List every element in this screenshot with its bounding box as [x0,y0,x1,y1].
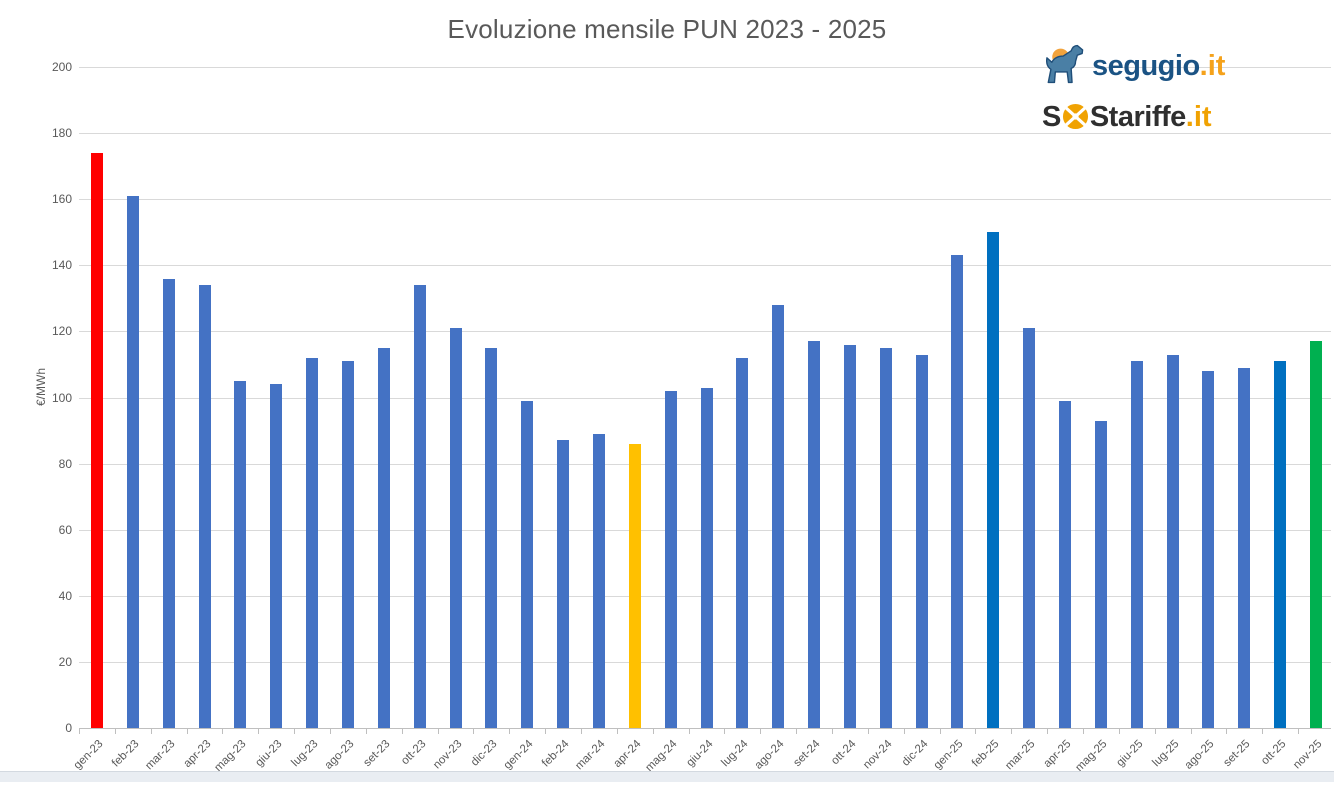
x-axis-tick [330,729,331,734]
bar-ago-23 [342,361,354,728]
x-axis-tick [1155,729,1156,734]
x-axis-tick [1191,729,1192,734]
y-tick-label: 180 [32,126,72,140]
x-axis-tick [366,729,367,734]
segugio-dog-icon [1042,42,1088,91]
bar-gen-25 [951,255,963,728]
bar-nov-23 [450,328,462,728]
bar-dic-23 [485,348,497,728]
x-axis-tick [617,729,618,734]
gridline-140 [79,265,1331,266]
bar-set-23 [378,348,390,728]
x-axis-tick [438,729,439,734]
sostariffe-logo: S Stariffe.it [1042,101,1282,134]
x-axis-tick [187,729,188,734]
x-axis-tick [222,729,223,734]
y-tick-label: 160 [32,192,72,206]
bar-ott-25 [1274,361,1286,728]
x-axis-line [79,728,1331,729]
bar-set-24 [808,341,820,728]
bar-gen-23 [91,153,103,728]
gridline-120 [79,331,1331,332]
segugio-logo: segugio.it [1042,42,1282,91]
sostariffe-s: S [1042,101,1061,134]
x-axis-tick [940,729,941,734]
logos: segugio.it S Stariffe.it [1042,42,1282,144]
bar-lug-25 [1167,355,1179,728]
bar-feb-23 [127,196,139,728]
x-axis-tick [294,729,295,734]
x-axis-tick [402,729,403,734]
bar-mar-24 [593,434,605,728]
bar-apr-25 [1059,401,1071,728]
x-axis-tick [975,729,976,734]
bar-mar-23 [163,279,175,728]
bar-giu-23 [270,384,282,728]
x-axis-tick [1298,729,1299,734]
x-axis-tick [151,729,152,734]
bar-gen-24 [521,401,533,728]
x-axis-tick [79,729,80,734]
x-axis-tick [115,729,116,734]
bar-nov-25 [1310,341,1322,728]
x-axis-tick [904,729,905,734]
bar-ott-23 [414,285,426,728]
bar-giu-25 [1131,361,1143,728]
bar-lug-24 [736,358,748,728]
bar-lug-23 [306,358,318,728]
bar-ott-24 [844,345,856,728]
x-axis-tick [545,729,546,734]
bar-feb-25 [987,232,999,728]
bottom-strip [0,771,1334,782]
bar-ago-24 [772,305,784,728]
bar-apr-24 [629,444,641,728]
bar-mar-25 [1023,328,1035,728]
bar-mag-25 [1095,421,1107,728]
x-axis-tick [760,729,761,734]
x-axis-tick [724,729,725,734]
x-axis-tick [258,729,259,734]
bar-mag-23 [234,381,246,728]
x-axis-tick [1047,729,1048,734]
x-axis-tick [653,729,654,734]
x-axis-tick [1083,729,1084,734]
bar-set-25 [1238,368,1250,728]
x-axis-tick [1226,729,1227,734]
bar-dic-24 [916,355,928,728]
gridline-160 [79,199,1331,200]
y-tick-label: 20 [32,655,72,669]
bar-ago-25 [1202,371,1214,728]
y-tick-label: 80 [32,457,72,471]
bar-feb-24 [557,440,569,728]
x-axis-tick [1119,729,1120,734]
x-axis-tick [473,729,474,734]
sostariffe-wordmark: Stariffe [1090,101,1186,134]
sostariffe-o-icon [1062,103,1089,133]
x-axis-tick [832,729,833,734]
segugio-tld: .it [1200,50,1226,83]
x-axis-tick [581,729,582,734]
bar-apr-23 [199,285,211,728]
y-tick-label: 0 [32,721,72,735]
y-tick-label: 60 [32,523,72,537]
y-tick-label: 100 [32,391,72,405]
segugio-wordmark: segugio [1092,50,1200,83]
y-tick-label: 200 [32,60,72,74]
x-axis-tick [1262,729,1263,734]
x-axis-tick [509,729,510,734]
y-tick-label: 120 [32,324,72,338]
sostariffe-tld: .it [1186,101,1212,134]
y-tick-label: 40 [32,589,72,603]
bar-mag-24 [665,391,677,728]
x-axis-tick [1011,729,1012,734]
x-axis-tick [796,729,797,734]
x-axis-tick [868,729,869,734]
y-tick-label: 140 [32,258,72,272]
bar-nov-24 [880,348,892,728]
x-axis-tick [689,729,690,734]
bar-giu-24 [701,388,713,728]
